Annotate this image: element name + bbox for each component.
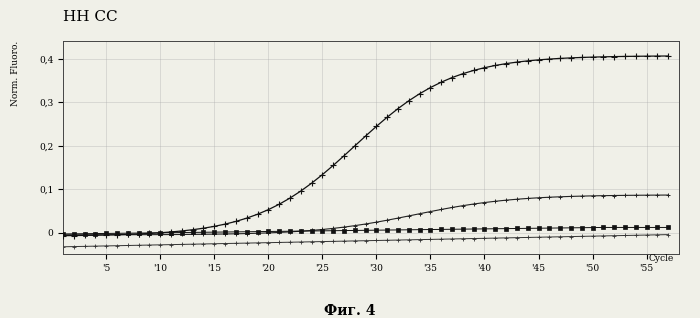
Text: Фиг. 4: Фиг. 4 [324,304,376,318]
Y-axis label: Norm. Fluoro.: Norm. Fluoro. [11,41,20,106]
Text: HH CC: HH CC [63,10,118,24]
Text: Cycle: Cycle [648,254,673,263]
